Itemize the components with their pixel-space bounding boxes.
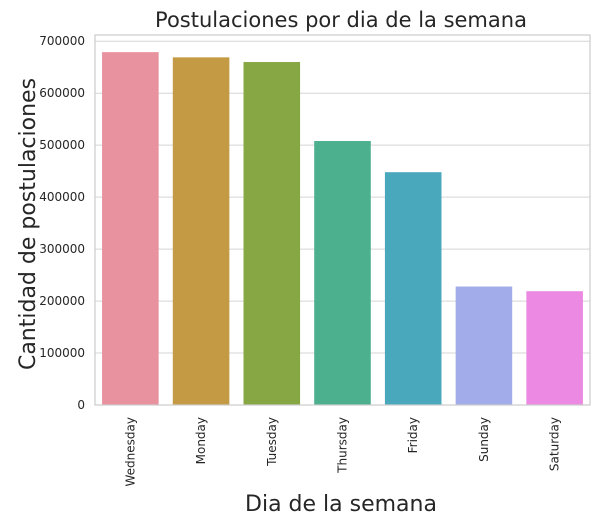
x-tick-labels: Wednesday Monday Tuesday Thursday Friday Sund… xyxy=(123,417,561,486)
x-tick-label: Friday xyxy=(406,417,420,453)
y-tick-label: 0 xyxy=(77,398,85,412)
x-tick-label: Sunday xyxy=(477,417,491,462)
y-tick-label: 700000 xyxy=(39,34,85,48)
y-tick-label: 600000 xyxy=(39,86,85,100)
bar-friday xyxy=(384,172,442,405)
chart-title: Postulaciones por dia de la semana xyxy=(155,8,527,32)
y-tick-labels: 0 100000 200000 300000 400000 500000 600000 700… xyxy=(39,34,85,412)
y-axis-label: Cantidad de postulaciones xyxy=(16,78,41,370)
x-tick-label: Wednesday xyxy=(123,417,137,486)
y-tick-label: 300000 xyxy=(39,242,85,256)
bar-monday xyxy=(172,57,230,405)
plot-frame xyxy=(94,34,591,406)
bar-tuesday xyxy=(243,62,301,406)
y-tick-label: 400000 xyxy=(39,190,85,204)
bar-thursday xyxy=(314,141,371,405)
y-tick-label: 500000 xyxy=(39,138,85,152)
bar-wednesday xyxy=(102,52,159,406)
x-tick-label: Monday xyxy=(194,417,208,464)
bar-saturday xyxy=(526,291,583,405)
y-tick-label: 200000 xyxy=(39,294,85,308)
x-axis-label: Dia de la semana xyxy=(245,492,437,517)
x-tick-label: Thursday xyxy=(336,417,350,474)
y-tick-label: 100000 xyxy=(39,346,85,360)
x-tick-label: Saturday xyxy=(548,417,562,471)
x-tick-label: Tuesday xyxy=(265,417,279,467)
bars xyxy=(102,52,583,406)
bar-sunday xyxy=(455,286,513,405)
